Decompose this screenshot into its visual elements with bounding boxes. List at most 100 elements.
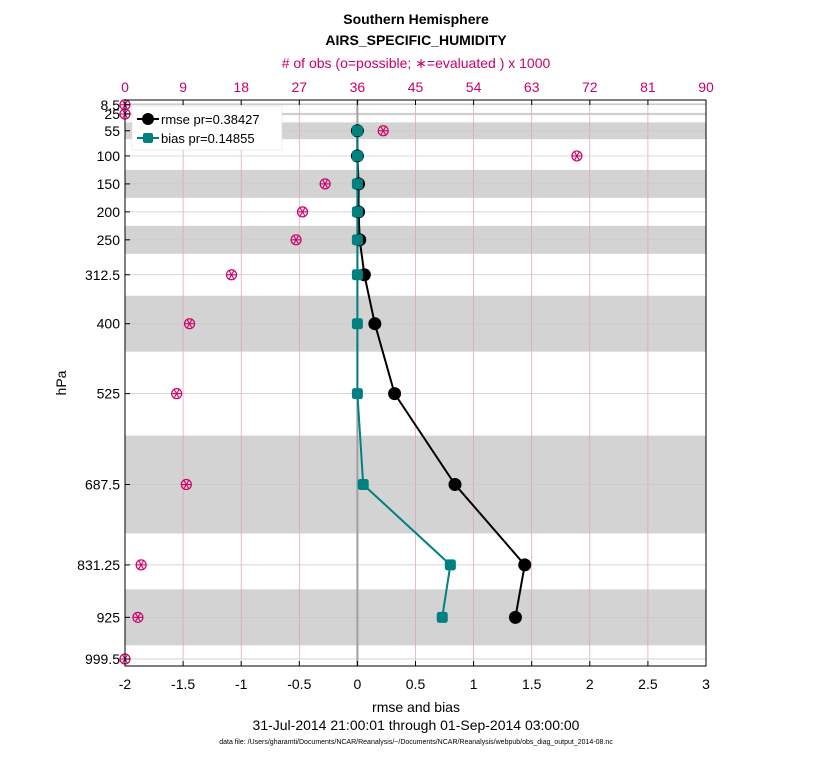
obs-count-point [290,234,302,246]
left-tick-label-5: 200 [97,204,121,220]
obs-evaluated-stroke [135,613,141,622]
obs-evaluated-marker [133,613,143,622]
bias-marker [351,150,363,162]
obs-possible-marker [171,388,183,400]
obs-count-point [225,269,238,281]
rmse-marker [448,478,462,492]
obs-count-point [135,559,147,571]
bias-marker [351,388,363,400]
obs-evaluated-marker [291,235,301,244]
obs-evaluated-stroke [574,151,580,161]
date-range: 31-Jul-2014 21:00:01 through 01-Sep-2014… [253,717,580,733]
left-tick-label-9: 525 [97,386,121,402]
bias-marker [351,318,363,330]
obs-evaluated-stroke [380,126,386,135]
obs-count-point [319,178,331,190]
bottom-tick-label-8: 2 [586,676,594,692]
top-tick-label-1: 9 [179,79,187,95]
left-tick-label-7: 312.5 [85,267,120,283]
bias-marker [351,125,363,137]
obs-evaluated-stroke [299,207,306,217]
grid-lines [124,100,707,666]
obs-evaluated-stroke [293,235,299,244]
chart-title: Southern Hemisphere [343,11,489,27]
obs-possible-marker [135,559,147,571]
obs-count-point [180,478,192,491]
top-tick-label-5: 45 [408,79,424,95]
left-tick-label-12: 925 [97,609,121,625]
top-axis-label: # of obs (o=possible; ∗=evaluated ) x 10… [282,55,551,71]
obs-count-point [377,125,389,137]
left-tick-label-11: 831.25 [77,557,120,573]
rmse-marker [368,317,382,331]
legend-bias-marker [143,133,153,143]
x-axis-label: rmse and bias [372,699,460,715]
obs-count-point [171,388,183,400]
rmse-marker [508,610,522,624]
legend: rmse pr=0.38427 bias pr=0.14855 [131,105,283,151]
left-tick-label-4: 150 [97,176,121,192]
obs-possible-marker [180,478,192,491]
top-tick-label-3: 27 [292,79,308,95]
obs-evaluated-stroke [322,179,328,189]
left-tick-label-8: 400 [97,316,121,332]
bottom-tick-label-2: -1 [235,676,248,692]
rmse-marker [518,558,532,572]
legend-rmse-marker [142,113,154,125]
left-tick-label-6: 250 [97,232,121,248]
top-axis: 0 9 18 27 36 45 54 63 72 81 90 [121,79,714,105]
obs-possible-marker [290,234,302,246]
top-tick-label-0: 0 [121,79,129,95]
bias-marker [351,178,363,190]
obs-possible-marker [319,178,331,190]
obs-evaluated-marker [378,126,388,135]
obs-evaluated-marker [572,151,582,161]
top-tick-label-9: 81 [640,79,656,95]
bottom-tick-label-7: 1.5 [522,676,542,692]
obs-evaluated-marker [185,319,195,328]
chart-subtitle: AIRS_SPECIFIC_HUMIDITY [325,32,507,48]
top-tick-label-4: 36 [350,79,366,95]
bottom-tick-label-6: 1 [470,676,478,692]
left-tick-label-13: 999.5 [85,651,120,667]
bias-marker [444,559,456,571]
obs-possible-marker [296,206,309,218]
bottom-tick-label-9: 2.5 [638,676,658,692]
bias-marker [351,206,363,218]
obs-evaluated-stroke [138,560,144,570]
bottom-tick-label-4: 0 [354,676,362,692]
bottom-tick-label-3: -0.5 [287,676,311,692]
bias-marker [351,269,363,281]
bias-marker [436,611,448,623]
left-tick-label-3: 100 [97,148,121,164]
left-tick-label-1: 25 [104,106,120,122]
obs-possible-marker [132,611,144,623]
obs-possible-marker [225,269,238,281]
left-tick-label-0: 8.5 [101,97,121,113]
obs-evaluated-marker [227,270,237,279]
bottom-tick-label-10: 3 [702,676,710,692]
obs-evaluated-stroke [173,389,180,398]
top-tick-label-7: 63 [524,79,540,95]
obs-count-point [296,206,309,218]
top-tick-label-6: 54 [466,79,482,95]
obs-evaluated-marker [136,560,146,570]
obs-evaluated-stroke [183,480,190,489]
bottom-tick-label-0: -2 [119,676,132,692]
legend-rmse-label: rmse pr=0.38427 [161,112,260,127]
obs-count-point [183,318,196,330]
obs-count-point [132,611,144,623]
top-tick-label-2: 18 [233,79,249,95]
y-axis-label: hPa [53,370,69,395]
bottom-tick-label-1: -1.5 [171,676,195,692]
left-tick-label-10: 687.5 [85,477,120,493]
obs-evaluated-marker [298,207,308,217]
left-tick-label-2: 55 [104,123,120,139]
bias-marker [357,479,369,491]
bias-marker [351,234,363,246]
top-tick-label-10: 90 [698,79,714,95]
top-tick-label-8: 72 [582,79,598,95]
obs-evaluated-marker [172,389,182,398]
